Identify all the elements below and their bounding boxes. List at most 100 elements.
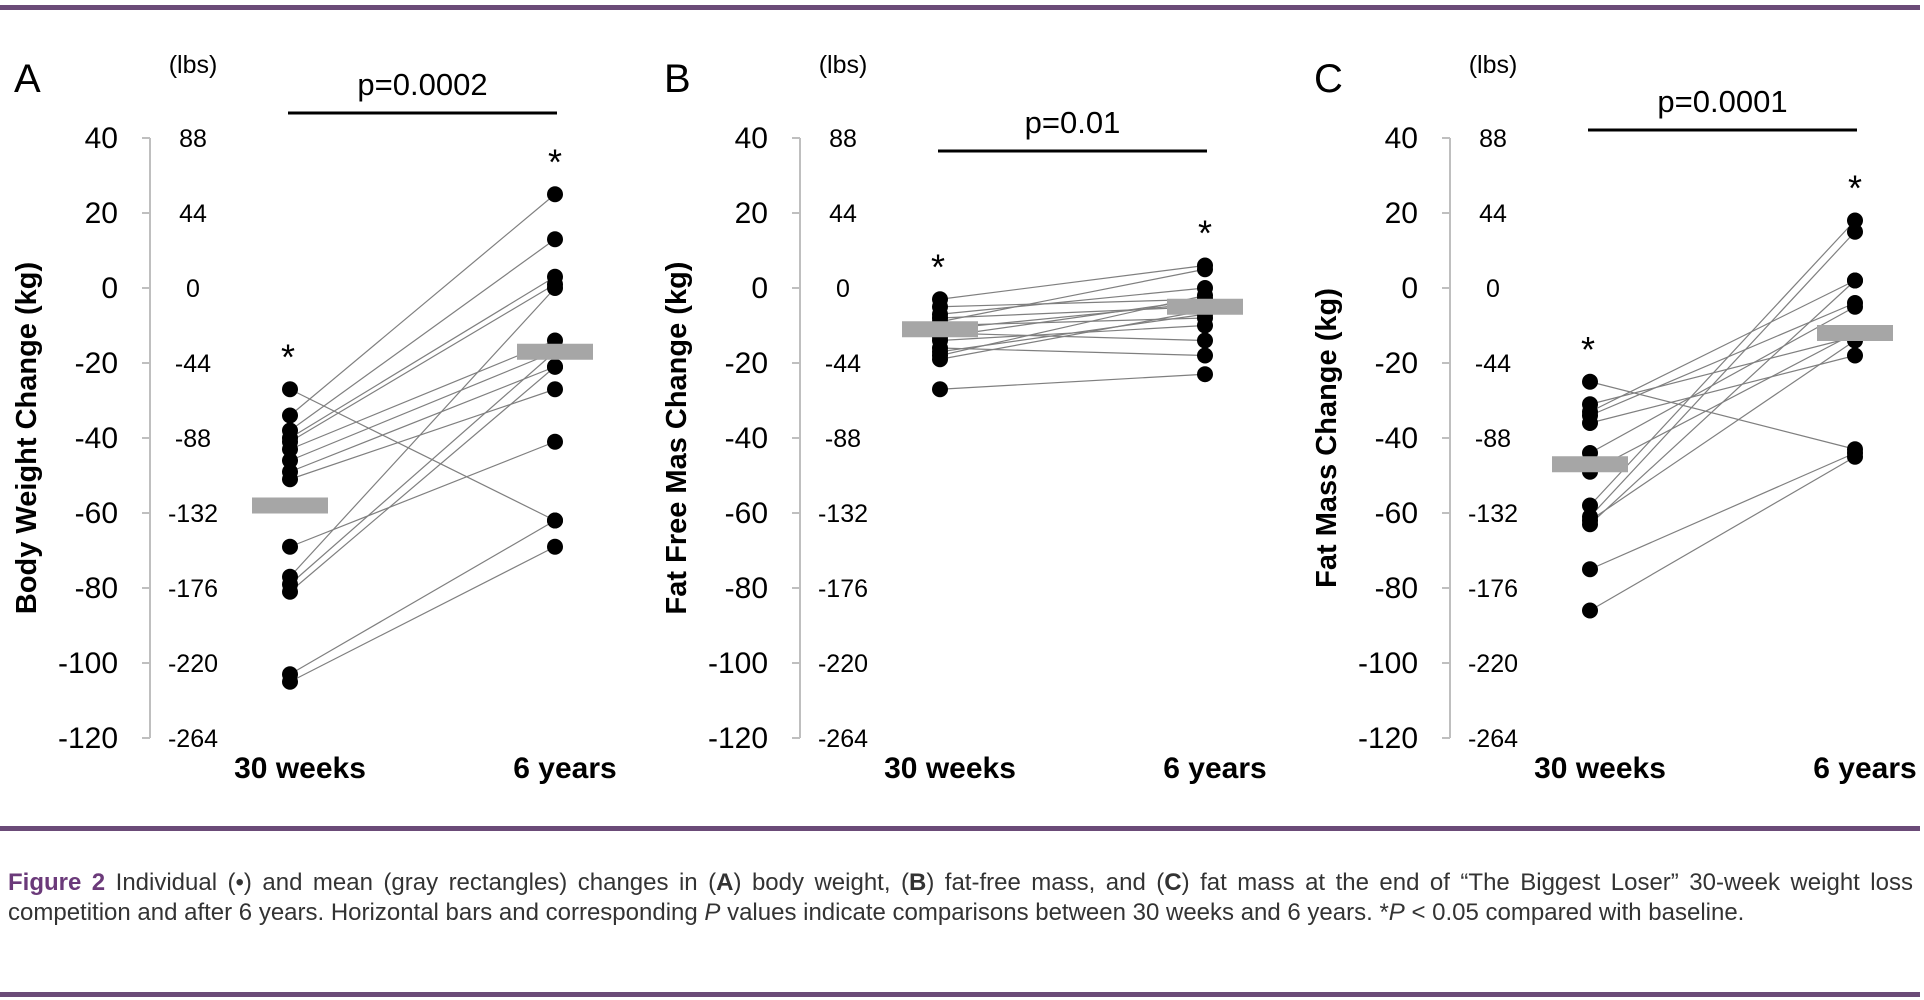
lbs-tick-label: -264 [818,725,868,753]
point-30-weeks [932,381,948,398]
caption-text-6: < 0.05 compared with baseline. [1404,899,1745,926]
y-axis-label: Fat Free Mas Change (kg) [661,262,693,615]
subject-line [289,238,556,431]
subject-line [289,388,556,522]
caption-text-4: ) fat mass at the end of “The Biggest Lo… [8,869,1913,926]
lbs-tick-label: -132 [1468,500,1518,528]
point-30-weeks [1582,516,1598,533]
panel-letter: C [1314,57,1343,101]
subject-line [1589,336,1856,405]
mean-rectangle [252,497,328,514]
point-30-weeks [1582,602,1598,619]
subject-line [1589,279,1856,413]
point-30-weeks [282,538,298,555]
y-tick-label: 0 [1401,272,1418,305]
subject-line [939,306,1206,319]
y-tick-label: 0 [101,272,118,305]
x-category-label: 6 years [1813,752,1916,785]
subject-line [1589,306,1856,454]
point-6-years [1197,261,1213,278]
y-tick-label: 20 [1385,197,1418,230]
point-6-years [547,512,563,529]
panel-c: C 40 88 20 44 0 0 -20 -44 -40 -88 -60 -132 -80 -176 -10… [1311,51,1917,785]
point-6-years [547,433,563,450]
point-6-years [1847,298,1863,315]
lbs-tick-label: -132 [818,500,868,528]
top-rule [0,5,1920,10]
y-tick-label: -80 [725,572,768,605]
significance-asterisk: * [1848,168,1862,209]
lbs-tick-label: 44 [1479,200,1507,228]
point-6-years [1197,332,1213,349]
point-6-years [1197,347,1213,364]
lbs-tick-label: 0 [186,275,200,303]
subject-line [289,339,556,450]
subject-line [289,546,556,683]
y-tick-label: -100 [58,647,118,680]
lbs-tick-label: 44 [829,200,857,228]
subject-line [289,351,556,462]
y-tick-label: -80 [1375,572,1418,605]
subject-line [289,287,556,578]
lbs-tick-label: -44 [175,350,211,378]
significance-asterisk: * [1581,329,1595,370]
point-6-years [1847,223,1863,240]
lbs-tick-label: 88 [829,125,857,153]
figure-panels: A 40 88 20 44 0 0 -20 -44 -40 -88 -60 -132 -80 -176 -10… [11,51,1917,785]
point-30-weeks [282,407,298,424]
point-30-weeks [282,471,298,488]
y-tick-label: -60 [75,497,118,530]
x-category-label: 6 years [1163,752,1266,785]
subject-line [1589,302,1856,417]
point-30-weeks [282,381,298,398]
lbs-axis-title: (lbs) [819,51,868,79]
x-category-label: 6 years [513,752,616,785]
subject-line [289,366,556,473]
panel-letter: B [664,57,691,101]
x-category-label: 30 weeks [1534,752,1666,785]
figure-caption: Figure 2 Individual (•) and mean (gray r… [8,868,1913,928]
subject-line [289,519,556,675]
lbs-tick-label: -176 [818,575,868,603]
significance-asterisk: * [548,141,562,182]
lbs-tick-label: 88 [179,125,207,153]
point-6-years [1197,366,1213,383]
lbs-tick-label: 44 [179,200,207,228]
y-tick-label: -120 [708,722,768,755]
y-tick-label: -120 [58,722,118,755]
point-30-weeks [1582,373,1598,390]
subject-line [289,388,556,480]
caption-figure-label: Figure 2 [8,869,106,896]
subject-line [289,276,556,439]
caption-p-italic-2: P [1388,899,1405,926]
middle-rule [0,826,1920,831]
point-6-years [547,358,563,375]
mean-rectangle [1552,456,1628,473]
y-tick-label: -60 [1375,497,1418,530]
subject-line [1589,456,1856,612]
significance-asterisk: * [1198,213,1212,254]
significance-asterisk: * [281,336,295,377]
lbs-tick-label: 88 [1479,125,1507,153]
y-tick-label: -20 [725,347,768,380]
lbs-tick-label: -176 [168,575,218,603]
subject-line [289,193,556,416]
caption-text-1: Individual (•) and mean (gray rectangles… [105,869,717,896]
y-tick-label: 20 [735,197,768,230]
x-category-label: 30 weeks [884,752,1016,785]
subject-line [939,302,1206,330]
mean-rectangle [517,343,593,360]
lbs-tick-label: -220 [1468,650,1518,678]
subject-line [1589,231,1856,518]
lbs-tick-label: -220 [818,650,868,678]
y-tick-label: -40 [75,422,118,455]
subject-line [1589,280,1856,525]
subject-line [1589,452,1856,570]
lbs-tick-label: -88 [175,425,211,453]
point-6-years [547,280,563,296]
subject-line [1589,220,1856,506]
subject-line [939,347,1206,357]
point-30-weeks [282,441,298,458]
point-6-years [1847,448,1863,465]
caption-p-italic: P [704,899,721,926]
